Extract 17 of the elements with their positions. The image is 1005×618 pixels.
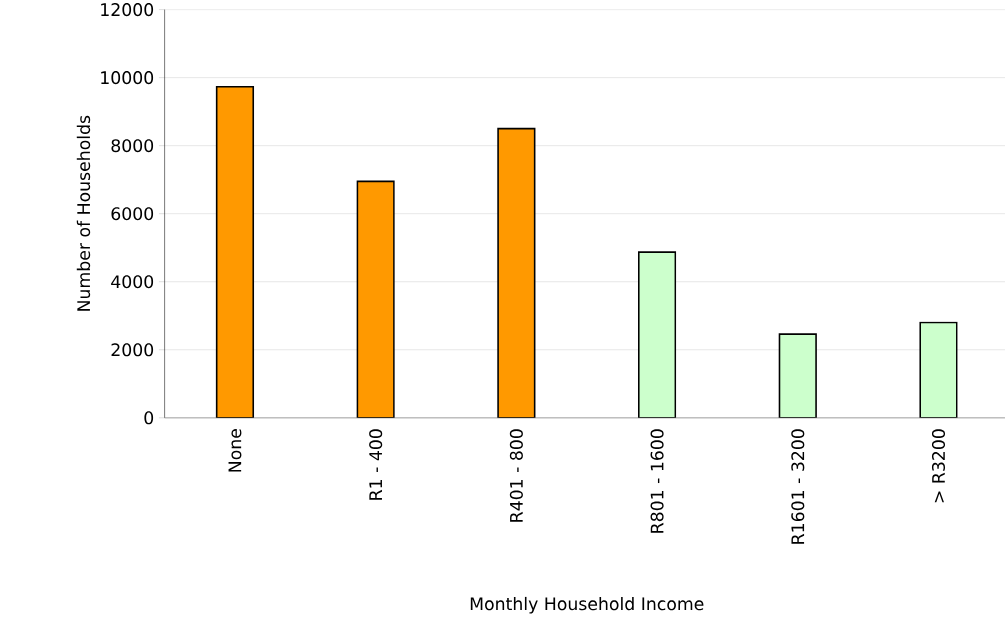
y-tick-label: 6000: [111, 207, 154, 221]
x-tick-label: R1 - 400: [369, 429, 383, 500]
x-tick-label: > R3200: [931, 429, 946, 503]
y-tick-label: 2000: [111, 343, 154, 357]
x-axis-title: Monthly Household Income: [470, 597, 704, 614]
x-tick-label: R1601 - 3200: [791, 429, 805, 544]
y-axis-title: Number of Households: [76, 116, 91, 311]
bar: [356, 180, 395, 419]
x-tick-label: R401 - 800: [509, 429, 523, 522]
y-tick-label: 12000: [101, 3, 154, 17]
x-tick-label: R801 - 1600: [650, 429, 664, 533]
bar: [919, 321, 958, 419]
y-tick-label: 4000: [111, 275, 154, 289]
y-tick-label: 10000: [101, 71, 154, 85]
y-tick-label: 8000: [111, 139, 154, 153]
y-tick-label: 0: [144, 411, 154, 425]
x-tick-label: None: [228, 429, 242, 472]
